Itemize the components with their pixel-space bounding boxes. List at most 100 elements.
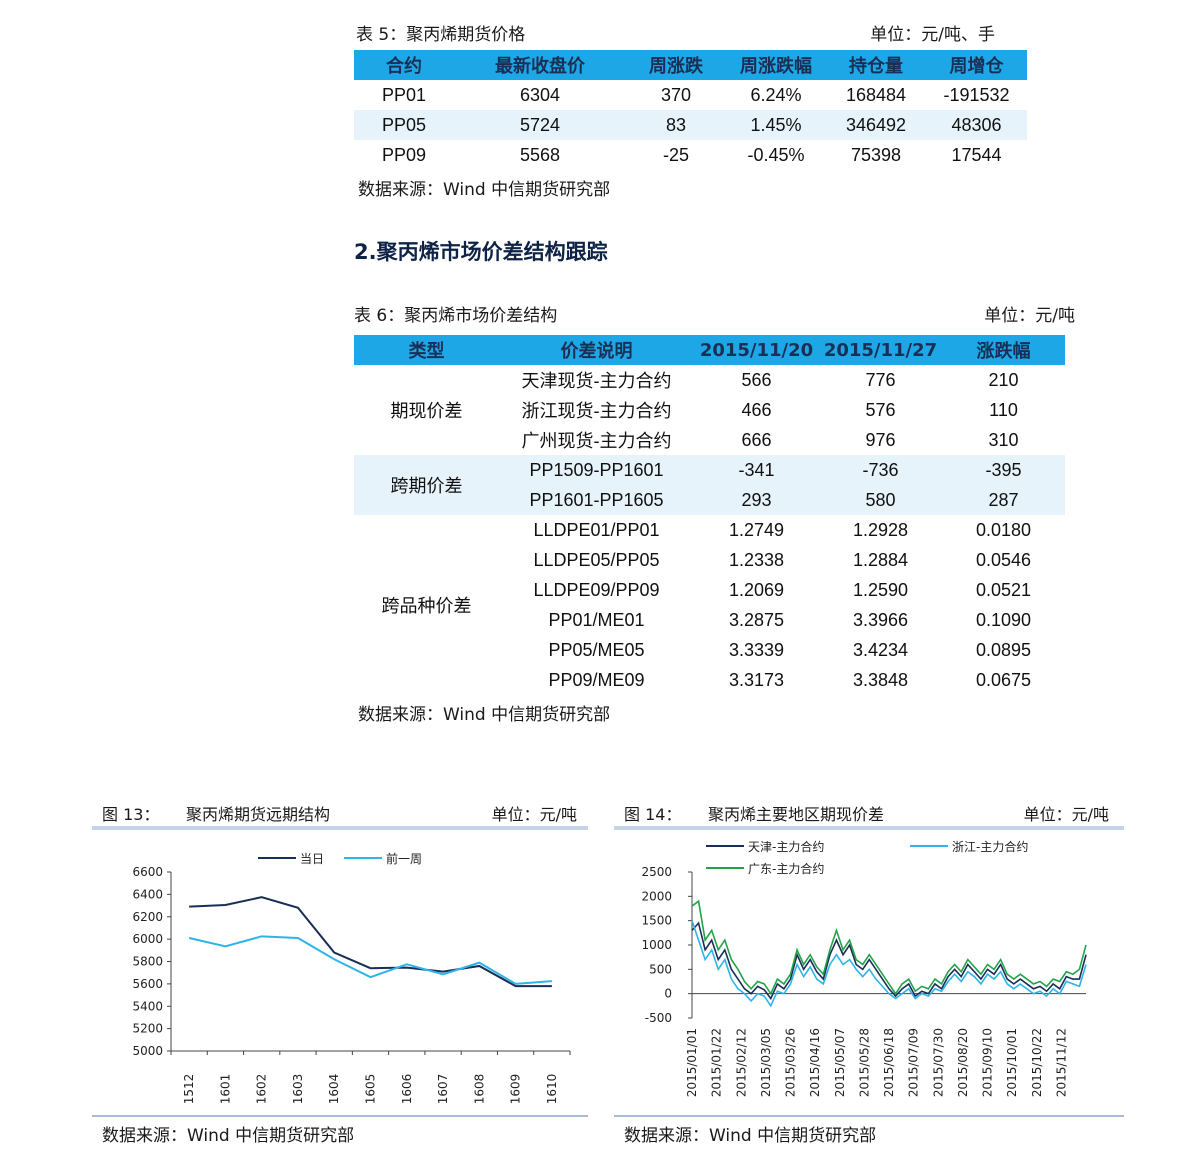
table6-cell: PP1601-PP1605: [499, 485, 694, 515]
y-tick-label: 5000: [132, 1044, 163, 1058]
x-tick-label: 2015/03/05: [759, 1028, 773, 1097]
table6-header-cell: 2015/11/27: [819, 335, 942, 365]
y-tick-label: 1500: [641, 914, 672, 928]
y-tick-label: 0: [664, 987, 672, 1001]
table6-type-cell: 跨品种价差: [381, 596, 472, 616]
table5-row: PP05 5724 83 1.45% 346492 48306: [354, 110, 1027, 140]
table6-type-cell: 跨期价差: [354, 455, 499, 515]
fig14-bottom-rule: [614, 1115, 1124, 1117]
table5-cell: 370: [660, 84, 692, 105]
table5-cell: 346492: [826, 110, 926, 140]
table6-cell: 310: [988, 429, 1019, 450]
table6-cell: LLDPE01/PP01: [533, 519, 660, 540]
legend-label: 广东-主力合约: [748, 861, 824, 876]
series-line-1: [691, 920, 1087, 1008]
table6-cell: 3.4234: [852, 639, 909, 660]
table5-header-cell: 持仓量: [826, 50, 926, 80]
table6-cell: 0.0546: [975, 549, 1032, 570]
fig13-chart: 5000 5200 5400 5600 5800 6000 6200 6400 6600 1512…: [132, 851, 571, 1105]
table5-header-cell: 周涨跌幅: [726, 50, 826, 80]
fig13-source: 数据来源：Wind 中信期货研究部: [102, 1126, 355, 1146]
table5-cell: 48306: [926, 110, 1027, 140]
table5-cell: 1.45%: [726, 110, 826, 140]
table6-cell: PP09/ME09: [548, 669, 645, 690]
fig13-unit: 单位：元/吨: [491, 805, 577, 824]
x-tick-label: 2015/09/10: [981, 1028, 995, 1097]
legend-label: 浙江-主力合约: [952, 839, 1028, 854]
x-tick-label: 2015/07/09: [907, 1028, 921, 1097]
fig14-top-rule: [614, 826, 1124, 830]
series-line-1: [188, 935, 552, 985]
y-tick-label: 5400: [132, 999, 163, 1013]
fig14-caption: 聚丙烯主要地区期现价差: [708, 805, 885, 824]
table5-cell: 17544: [951, 144, 1002, 165]
table6-cell: 0.0180: [975, 519, 1032, 540]
table5-cell: -25: [662, 144, 689, 165]
table5-caption: 表 5：聚丙烯期货价格: [356, 25, 526, 45]
table5-source: 数据来源：Wind 中信期货研究部: [358, 180, 611, 200]
x-tick-label: 2015/06/18: [882, 1028, 896, 1097]
table6-cell: 576: [865, 399, 896, 420]
table5-cell: 5724: [454, 110, 626, 140]
y-tick-label: 2000: [641, 889, 672, 903]
table6-cell: 210: [988, 369, 1019, 390]
table6-cell: 466: [741, 399, 772, 420]
x-tick-label: 1602: [255, 1074, 269, 1105]
legend-label: 天津-主力合约: [748, 839, 824, 854]
table5-cell: -191532: [943, 84, 1010, 105]
table6-row: LLDPE09/PP09 1.2069 1.2590 0.0521: [354, 575, 1065, 605]
table5-row: PP01 6304 370 6.24% 168484 -191532: [354, 80, 1027, 110]
x-tick-label: 2015/01/01: [685, 1028, 699, 1097]
table6-header-cell: 价差说明: [499, 335, 694, 365]
table6-cell: PP1509-PP1601: [499, 455, 694, 485]
table6-cell: 566: [741, 369, 772, 390]
x-tick-label: 1606: [400, 1074, 414, 1105]
table5-cell: 83: [626, 110, 726, 140]
table6-cell: 666: [741, 429, 772, 450]
table5-header-cell: 最新收盘价: [454, 50, 626, 80]
table6-row: PP05/ME05 3.3339 3.4234 0.0895: [354, 635, 1065, 665]
fig13-caption: 聚丙烯期货远期结构: [186, 805, 331, 824]
table6-cell: 776: [865, 369, 896, 390]
table6-source: 数据来源：Wind 中信期货研究部: [358, 705, 611, 725]
table5-cell: PP01: [381, 84, 427, 105]
table6-row: 浙江现货-主力合约 466 576 110: [354, 395, 1065, 425]
table6-cell: -341: [694, 455, 819, 485]
table6-cell: 3.3966: [852, 609, 909, 630]
table6-cell: 3.3339: [728, 639, 785, 660]
table5-cell: -0.45%: [747, 144, 805, 165]
fig13-caption-no: 图 13：: [102, 805, 160, 824]
x-tick-label: 1601: [218, 1074, 232, 1105]
table5-row: PP09 5568 -25 -0.45% 75398 17544: [354, 140, 1027, 170]
series-line-0: [691, 921, 1087, 1001]
table6-cell: -736: [819, 455, 942, 485]
table6-row: 期现价差 天津现货-主力合约 566 776 210: [354, 365, 1065, 422]
x-tick-label: 2015/03/26: [784, 1028, 798, 1097]
table6-cell: 0.0675: [975, 669, 1032, 690]
table5-cell: 75398: [850, 144, 902, 165]
y-tick-label: 2500: [641, 865, 672, 879]
table6-cell: 1.2749: [728, 519, 785, 540]
table6-header-cell: 涨跌幅: [942, 335, 1065, 365]
table6-cell: 浙江现货-主力合约: [521, 401, 672, 421]
table6-row: PP01/ME01 3.2875 3.3966 0.1090: [354, 605, 1065, 635]
table6-row: LLDPE05/PP05 1.2338 1.2884 0.0546: [354, 545, 1065, 575]
table5-header-cell: 周涨跌: [626, 50, 726, 80]
table6-header-cell: 2015/11/20: [694, 335, 819, 365]
table5-cell: PP09: [381, 144, 427, 165]
table6-cell: 天津现货-主力合约: [521, 371, 672, 391]
fig14-caption-no: 图 14：: [624, 805, 682, 824]
series-line-0: [189, 896, 552, 988]
table6-cell: LLDPE09/PP09: [533, 579, 660, 600]
x-tick-label: 1609: [509, 1074, 523, 1105]
y-tick-label: 5200: [132, 1022, 163, 1036]
x-tick-label: 1604: [327, 1074, 341, 1105]
table6-unit: 单位：元/吨: [984, 306, 1075, 326]
section-title: 2.聚丙烯市场价差结构跟踪: [354, 240, 608, 264]
series-line-2: [691, 899, 1087, 996]
y-tick-label: 5600: [132, 977, 163, 991]
table6-row: PP1601-PP1605 293 580 287: [354, 485, 1065, 515]
y-tick-label: 6000: [132, 932, 163, 946]
fig14-unit: 单位：元/吨: [1023, 805, 1109, 824]
legend-label: 前一周: [386, 851, 422, 866]
